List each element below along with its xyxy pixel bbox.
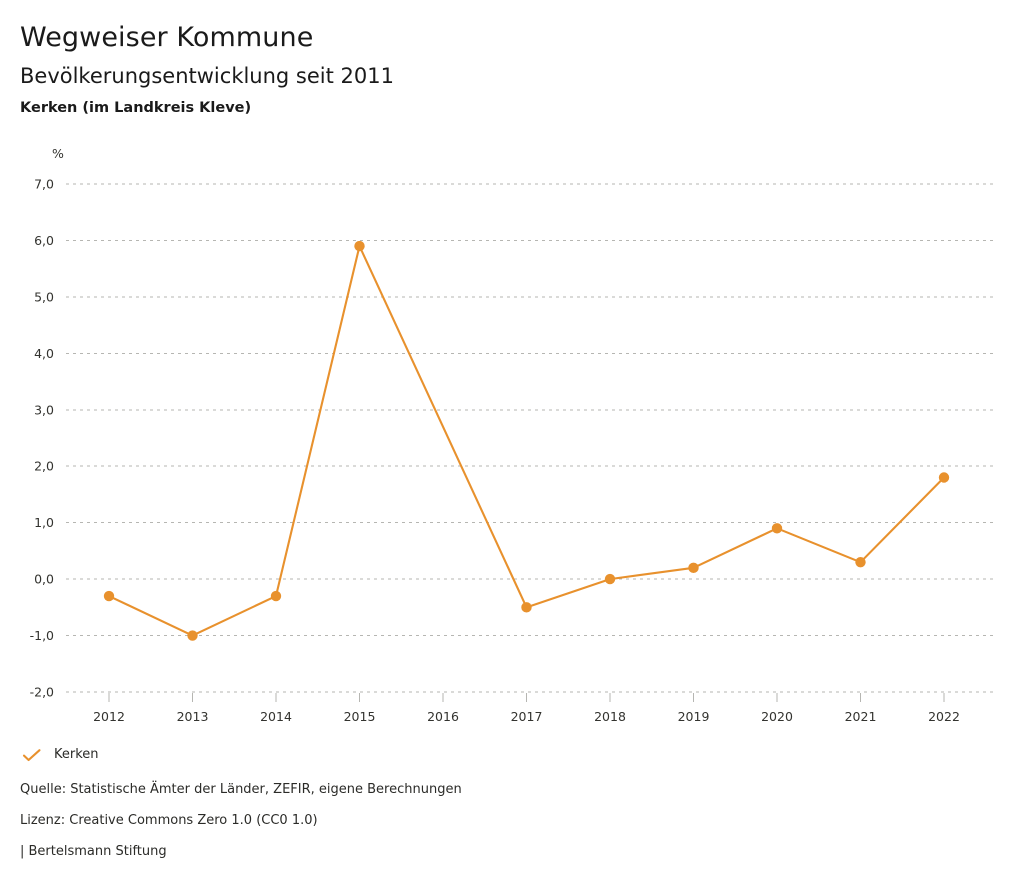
y-axis-tick-label: 1,0 [34, 515, 54, 530]
y-axis-tick-label: 7,0 [34, 177, 54, 192]
y-axis-tick-label: -1,0 [30, 628, 54, 643]
x-axis-tick-label: 2021 [845, 709, 877, 724]
data-point[interactable] [103, 590, 115, 602]
y-axis-tick-label: -2,0 [30, 685, 54, 700]
data-point[interactable] [688, 562, 699, 574]
data-point[interactable] [270, 590, 282, 602]
x-axis-tick-label: 2015 [344, 709, 376, 724]
data-point[interactable] [938, 472, 950, 483]
data-point[interactable] [521, 602, 532, 613]
check-icon [21, 747, 43, 763]
y-axis-unit: % [52, 146, 64, 161]
x-axis-tick-label: 2019 [678, 709, 710, 724]
data-point[interactable] [187, 630, 198, 641]
header: Wegweiser Kommune Bevölkerungsentwicklun… [20, 0, 1000, 117]
x-axis-tick-label: 2020 [761, 709, 793, 724]
chart-region-label: Kerken (im Landkreis Kleve) [20, 99, 252, 116]
x-axis-tick-label: 2018 [594, 709, 626, 724]
y-axis-tick-label: 6,0 [34, 233, 54, 248]
footer-license: Lizenz: Creative Commons Zero 1.0 (CC0 1… [20, 813, 318, 828]
series-line [107, 245, 946, 637]
x-axis-tick-label: 2013 [177, 709, 209, 724]
chart-legend[interactable]: Kerken [21, 744, 99, 766]
y-axis-tick-label: 3,0 [34, 402, 54, 417]
data-point[interactable] [771, 523, 783, 534]
x-axis-tick-label: 2022 [928, 709, 960, 724]
x-axis-tick-label: 2016 [427, 709, 459, 724]
page-title: Wegweiser Kommune [20, 22, 314, 53]
data-point[interactable] [604, 573, 616, 585]
y-axis-unit-group: % [52, 146, 64, 161]
data-point[interactable] [855, 556, 866, 568]
y-axis-tick-label: 5,0 [34, 289, 54, 304]
chart-container: % 7,0 6,0 5,0 4,0 3,0 2,0 1,0 0,0 -1,0 -2,0 2012 2… [0, 140, 1024, 740]
chart-subtitle: Bevölkerungsentwicklung seit 2011 [20, 63, 394, 88]
x-axis-ticks-group [108, 693, 945, 702]
y-axis-tick-label: 4,0 [34, 346, 54, 361]
x-axis-labels-group: 2012 2013 2014 2015 2016 2017 2018 2019 2020 2021… [93, 709, 960, 724]
y-axis-tick-label: 0,0 [34, 572, 54, 587]
legend-item-label: Kerken [54, 747, 99, 762]
footer-publisher: | Bertelsmann Stiftung [20, 844, 167, 859]
x-axis-tick-label: 2017 [511, 709, 543, 724]
data-point[interactable] [354, 240, 365, 252]
x-axis-tick-label: 2012 [93, 709, 125, 724]
footer-source: Quelle: Statistische Ämter der Länder, Z… [20, 782, 462, 797]
gridlines-group [66, 183, 993, 693]
series-points-group [103, 240, 950, 641]
x-axis-tick-label: 2014 [260, 709, 292, 724]
y-axis-tick-label: 2,0 [34, 459, 54, 474]
series-line-group [107, 245, 946, 637]
footer: Quelle: Statistische Ämter der Länder, Z… [20, 783, 1000, 876]
y-axis-labels-group: 7,0 6,0 5,0 4,0 3,0 2,0 1,0 0,0 -1,0 -2,0 [30, 177, 54, 700]
line-chart: % 7,06,05,04,03,02,01,00,0-1,0-2,0 2012 2… [30, 146, 993, 724]
